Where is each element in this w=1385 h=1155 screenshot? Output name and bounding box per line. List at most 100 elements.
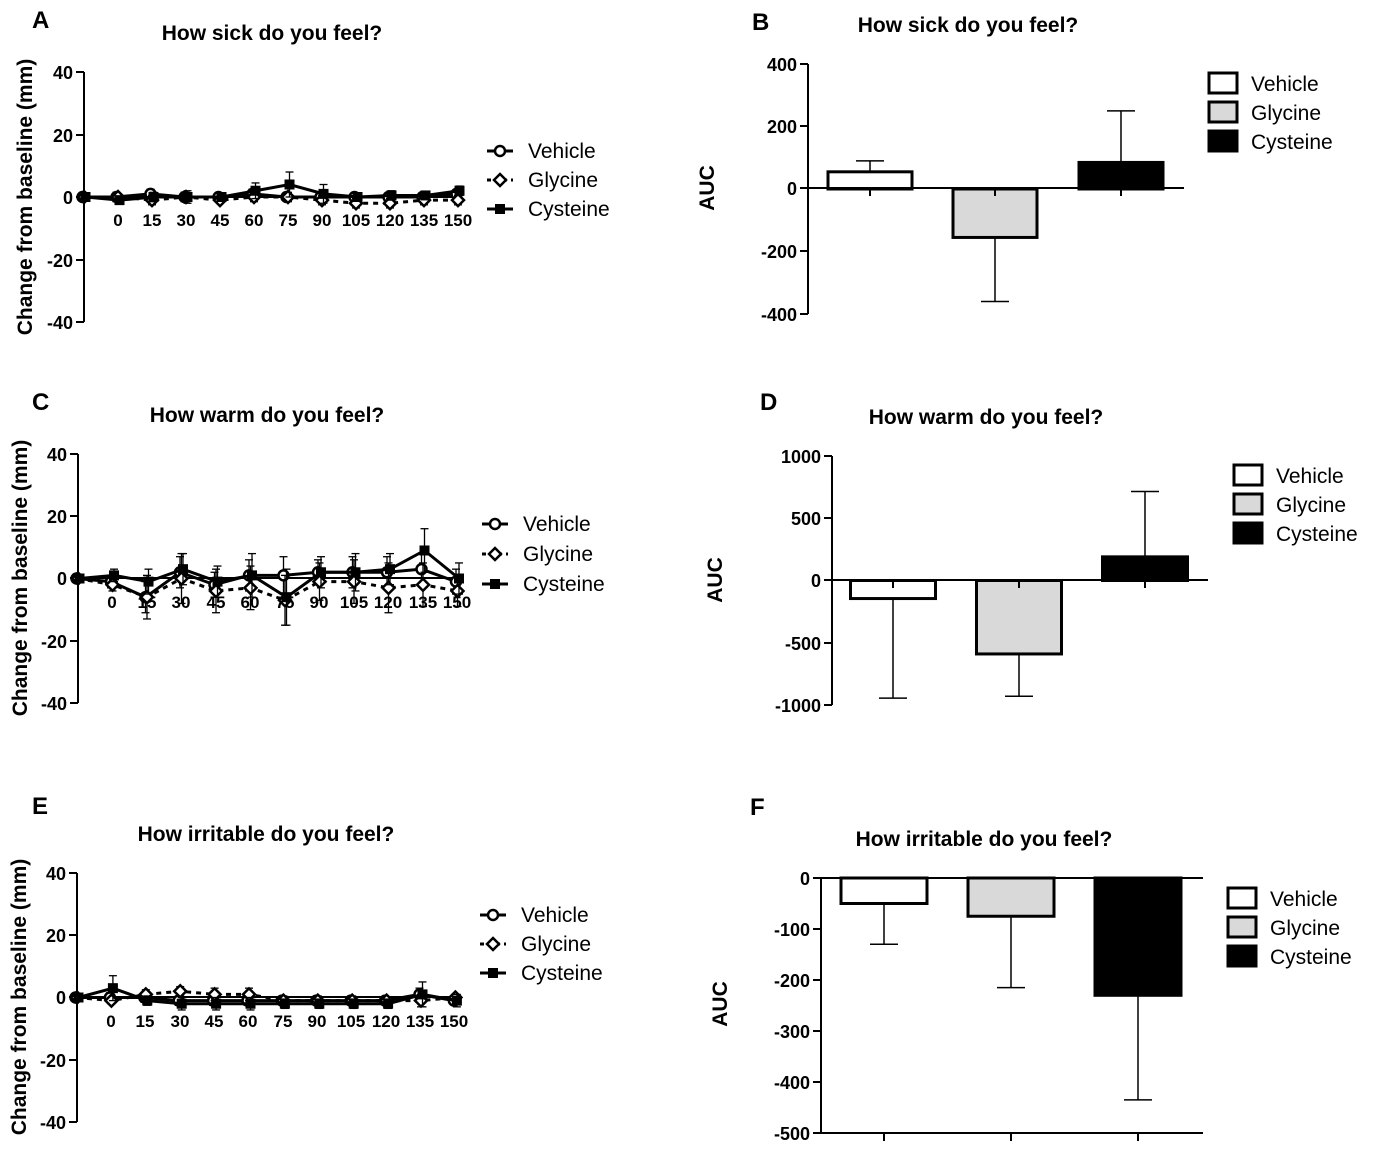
data-point: [109, 570, 119, 581]
data-point: [451, 995, 462, 1006]
panel-c-ytick-label: -40: [41, 694, 67, 714]
bar: [966, 876, 1056, 918]
data-point: [142, 995, 153, 1006]
bar: [1093, 876, 1183, 997]
panel-letter-d: D: [760, 389, 777, 416]
panel-a-xtick-label: 30: [177, 211, 196, 230]
panel-f-title: How irritable do you feel?: [856, 828, 1113, 851]
panel-f-y-ticks: 0 -100 -200 -300 -400 -500: [774, 869, 821, 1144]
panel-e-ylabel: Change from baseline (mm): [8, 859, 31, 1136]
legend-label: Vehicle: [1276, 465, 1344, 488]
bar-vehicle: [839, 876, 929, 946]
panel-a-xtick-label: 135: [410, 211, 438, 230]
panel-e-ytick-label: 20: [46, 926, 66, 946]
data-point: [284, 179, 295, 190]
panel-a-title: How sick do you feel?: [162, 22, 383, 45]
diamond-marker-icon: [492, 172, 508, 188]
panel-e-xtick-label: 45: [205, 1012, 224, 1031]
panel-e-xtick-label: 120: [372, 1012, 400, 1031]
panel-c-ytick-label: -20: [41, 632, 67, 652]
data-point: [143, 576, 154, 587]
legend-label: Vehicle: [1251, 73, 1319, 96]
panel-a-ylabel: Change from baseline (mm): [14, 59, 37, 336]
diamond-marker-icon: [485, 936, 501, 952]
legend-label: Cysteine: [1270, 946, 1352, 969]
data-point: [80, 192, 91, 202]
panel-f-x-ticks: [883, 1133, 1139, 1141]
square-marker-icon: [488, 968, 498, 978]
legend-item-vehicle: Vehicle: [1207, 71, 1319, 96]
bar: [975, 579, 1063, 656]
panel-a-ytick-label: -20: [47, 251, 73, 271]
panel-c-y-ticks: 40 20 0 -20 -40: [41, 445, 78, 714]
data-point: [450, 192, 466, 208]
panel-c-title: How warm do you feel?: [150, 404, 385, 427]
legend-item-vehicle: Vehicle: [487, 140, 596, 163]
data-point: [420, 190, 431, 201]
panel-a-xtick-label: 60: [245, 211, 264, 230]
legend-label: Cysteine: [528, 198, 610, 221]
data-point: [454, 185, 465, 196]
panel-f-ytick-label: -300: [774, 1022, 810, 1042]
legend-item-glycine: Glycine: [480, 933, 591, 956]
panel-a-y-ticks: 40 20 0 -20 -40: [47, 63, 84, 333]
panel-b-plot-area: [826, 110, 1165, 303]
panel-b-title: How sick do you feel?: [858, 14, 1079, 37]
legend-item-glycine: Glycine: [1232, 492, 1346, 517]
panel-f-ylabel: AUC: [709, 981, 732, 1027]
data-point: [350, 567, 361, 578]
data-point: [348, 998, 359, 1009]
panel-d-ytick-label: 1000: [781, 447, 821, 467]
series-cysteine: [73, 975, 462, 1011]
panel-f-ytick-label: -500: [774, 1124, 810, 1144]
bar-glycine: [975, 579, 1063, 698]
panel-e-xtick-label: 60: [239, 1012, 258, 1031]
bar: [839, 876, 929, 905]
panel-e-legend: Vehicle Glycine Cysteine: [480, 904, 603, 985]
panel-b-y-ticks: 400 200 0 -200 -400: [761, 55, 808, 325]
panel-a-xtick-label: 45: [211, 211, 230, 230]
panel-d-y-ticks: 1000 500 0 -500 -1000: [775, 447, 832, 716]
panel-a-ytick-label: 40: [53, 63, 73, 83]
data-point: [454, 573, 464, 584]
legend-item-vehicle: Vehicle: [480, 904, 589, 927]
data-point: [386, 190, 397, 201]
panel-d-title: How warm do you feel?: [869, 406, 1104, 429]
panel-d: D How warm do you feel? AUC 1000 500 0 -…: [704, 389, 1358, 716]
panel-c-plot-area: [70, 528, 466, 626]
legend-swatch: [1207, 129, 1239, 153]
legend-item-cysteine: Cysteine: [1226, 944, 1352, 969]
data-point: [316, 567, 326, 578]
panel-a-ytick-label: -40: [47, 313, 73, 333]
legend-item-glycine: Glycine: [1226, 915, 1340, 940]
panel-a-xtick-label: 0: [113, 211, 122, 230]
panel-e-x-ticks: 0 15 30 45 60 75 90 105 120 135 150: [106, 1012, 468, 1031]
data-point: [419, 545, 430, 556]
data-point: [74, 573, 85, 584]
panel-e-plot-area: [69, 975, 464, 1011]
panel-d-ytick-label: -1000: [775, 696, 821, 716]
panel-e-xtick-label: 150: [440, 1012, 468, 1031]
panel-a-xtick-label: 150: [444, 211, 472, 230]
legend-item-cysteine: Cysteine: [482, 573, 605, 596]
legend-label: Cysteine: [521, 962, 603, 985]
panel-e-ytick-label: -40: [40, 1113, 66, 1133]
panel-e-ytick-label: 0: [56, 988, 66, 1008]
data-point: [346, 573, 362, 590]
bar-cysteine: [1077, 110, 1165, 191]
panel-a-plot-area: [76, 171, 466, 212]
bar: [1077, 160, 1165, 191]
panel-e-ytick-label: -20: [40, 1051, 66, 1071]
panel-d-plot-area: [849, 490, 1189, 699]
panel-f: F How irritable do you feel? AUC 0 -100 …: [709, 794, 1352, 1144]
data-point: [352, 192, 363, 202]
legend-item-vehicle: Vehicle: [1232, 463, 1344, 488]
data-point: [73, 992, 84, 1003]
data-point: [245, 998, 256, 1009]
panel-c-legend: Vehicle Glycine Cysteine: [482, 513, 605, 596]
panel-f-ytick-label: -100: [774, 920, 810, 940]
legend-swatch: [1232, 521, 1264, 545]
legend-label: Glycine: [528, 169, 598, 192]
panel-e-xtick-label: 105: [337, 1012, 365, 1031]
panel-e: E How irritable do you feel? Change from…: [8, 793, 603, 1135]
